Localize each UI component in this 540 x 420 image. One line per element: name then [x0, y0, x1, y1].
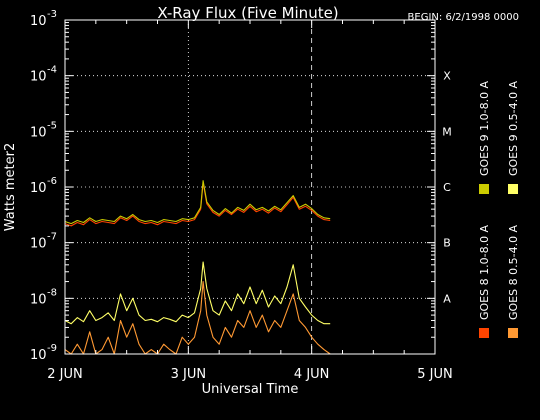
y-axis-label: Watts meter2	[3, 143, 18, 231]
y-tick-exponent: -8	[47, 287, 57, 298]
flare-class-labels: A B C M X	[442, 70, 452, 306]
legend-label: GOES 9 1.0-8.0 A	[478, 80, 491, 176]
y-tick-exponent: -7	[47, 232, 57, 243]
y-tick-base: 10	[30, 14, 47, 29]
legend: GOES 8 1.0-8.0 A GOES 9 1.0-8.0 A GOES 8 0…	[478, 80, 520, 338]
legend-swatch	[479, 184, 489, 194]
y-tick-label: 10 -3	[30, 9, 57, 29]
y-tick-base: 10	[30, 292, 47, 307]
flare-class-label: B	[443, 237, 451, 250]
x-tick-label: 4 JUN	[294, 367, 329, 382]
y-tick-label: 10 -9	[30, 343, 57, 363]
y-tick-label: 10 -4	[30, 65, 57, 85]
y-tick-label: 10 -6	[30, 176, 57, 196]
flare-class-label: A	[443, 292, 451, 305]
y-tick-label: 10 -7	[30, 232, 57, 252]
chart-title: X-Ray Flux (Five Minute)	[157, 4, 338, 22]
x-tick-label: 5 JUN	[417, 367, 452, 382]
legend-swatch	[508, 184, 518, 194]
legend-label: GOES 9 0.5-4.0 A	[507, 80, 520, 176]
y-tick-exponent: -4	[47, 65, 57, 76]
x-axis-ticks: 2 JUN 3 JUN 4 JUN 5 JUN	[47, 20, 453, 382]
legend-swatch	[508, 328, 518, 338]
y-axis-ticks: 10-910-810-710-610-510-410-3	[30, 9, 435, 363]
series-line-3	[64, 180, 331, 225]
x-axis-label: Universal Time	[202, 382, 299, 397]
y-tick-base: 10	[30, 181, 47, 196]
y-tick-exponent: -5	[47, 120, 57, 131]
y-tick-base: 10	[30, 348, 47, 363]
y-tick-base: 10	[30, 70, 47, 85]
y-tick-exponent: -3	[47, 9, 57, 20]
y-tick-label: 10 -5	[30, 120, 57, 140]
series-layer	[64, 180, 331, 355]
x-tick-label: 3 JUN	[171, 367, 206, 382]
flare-class-label: C	[443, 181, 451, 194]
x-tick-label: 2 JUN	[47, 367, 82, 382]
y-tick-label: 10 -8	[30, 287, 57, 307]
begin-date: BEGIN: 6/2/1998 0000	[408, 12, 519, 23]
grid-lines	[65, 20, 435, 354]
y-tick-exponent: -6	[47, 176, 57, 187]
y-tick-base: 10	[30, 237, 47, 252]
legend-label: GOES 8 0.5-4.0 A	[507, 224, 520, 320]
legend-label: GOES 8 1.0-8.0 A	[478, 224, 491, 320]
series-line-1	[64, 182, 331, 227]
legend-swatch	[479, 328, 489, 338]
flare-class-label: M	[442, 125, 452, 138]
y-tick-exponent: -9	[47, 343, 57, 354]
y-tick-base: 10	[30, 125, 47, 140]
series-line-4	[64, 261, 331, 325]
series-line-2	[64, 281, 331, 355]
flare-class-label: X	[443, 70, 451, 83]
